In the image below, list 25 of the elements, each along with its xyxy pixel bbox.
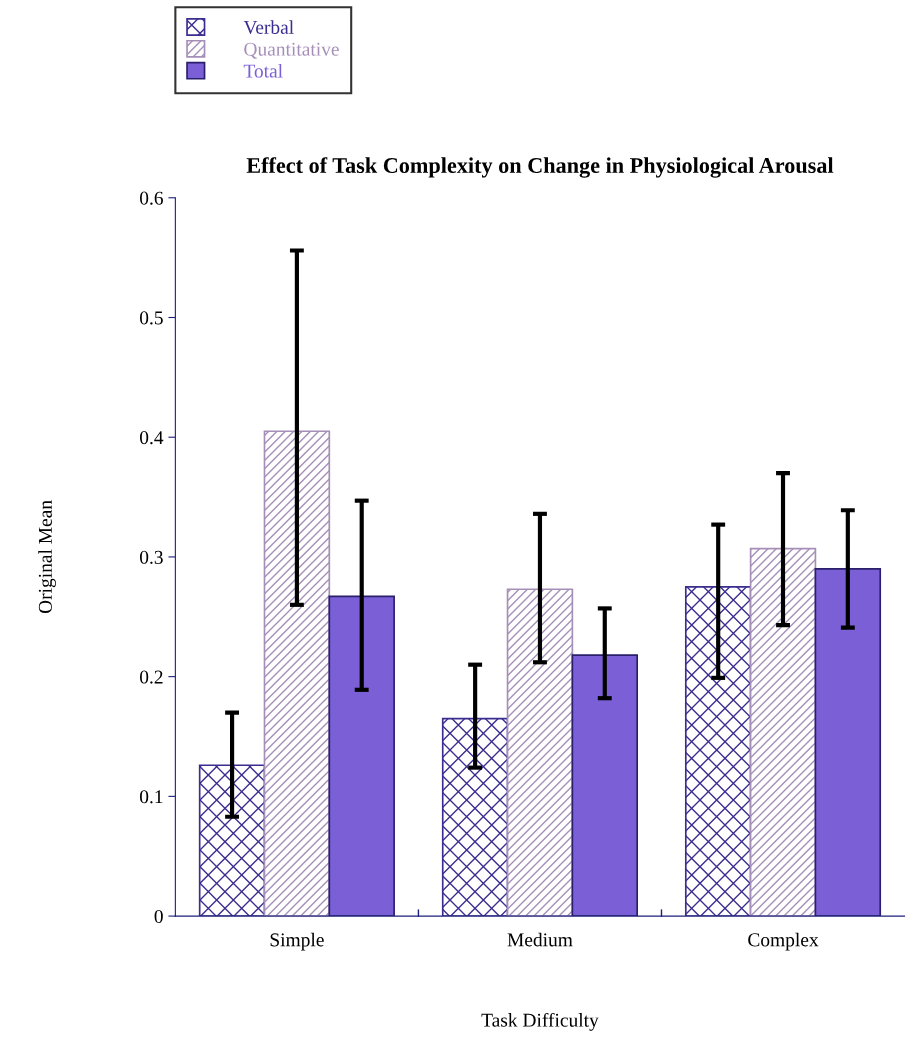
bar (506, 588, 574, 917)
bar (441, 717, 509, 917)
x-axis-title: Task Difficulty (481, 1012, 599, 1031)
y-tick-label: 0.3 (140, 550, 163, 564)
bar (571, 654, 639, 917)
bar (328, 595, 395, 917)
y-tick-label: 0.1 (140, 790, 163, 804)
x-tick-label: Simple (270, 932, 324, 951)
bar (198, 764, 266, 917)
y-tick-label: 0.4 (140, 431, 164, 445)
legend-label: Quantitative (244, 42, 339, 59)
x-tick-label: Medium (507, 932, 573, 947)
bar (684, 586, 752, 917)
y-tick-label: 0 (154, 909, 163, 924)
bar (814, 568, 882, 917)
x-tick-label: Complex (748, 932, 819, 951)
legend-label: Total (243, 63, 283, 78)
y-tick-label: 0.5 (140, 311, 163, 325)
chart-title: Effect of Task Complexity on Change in Physiological Arousal (246, 157, 834, 178)
y-axis-title: Original Mean (38, 500, 56, 614)
y-tick-label: 0.2 (140, 670, 163, 684)
y-tick-label: 0.6 (140, 191, 163, 205)
bar (263, 430, 331, 917)
bar (749, 547, 817, 917)
legend-label: Verbal (243, 20, 294, 35)
